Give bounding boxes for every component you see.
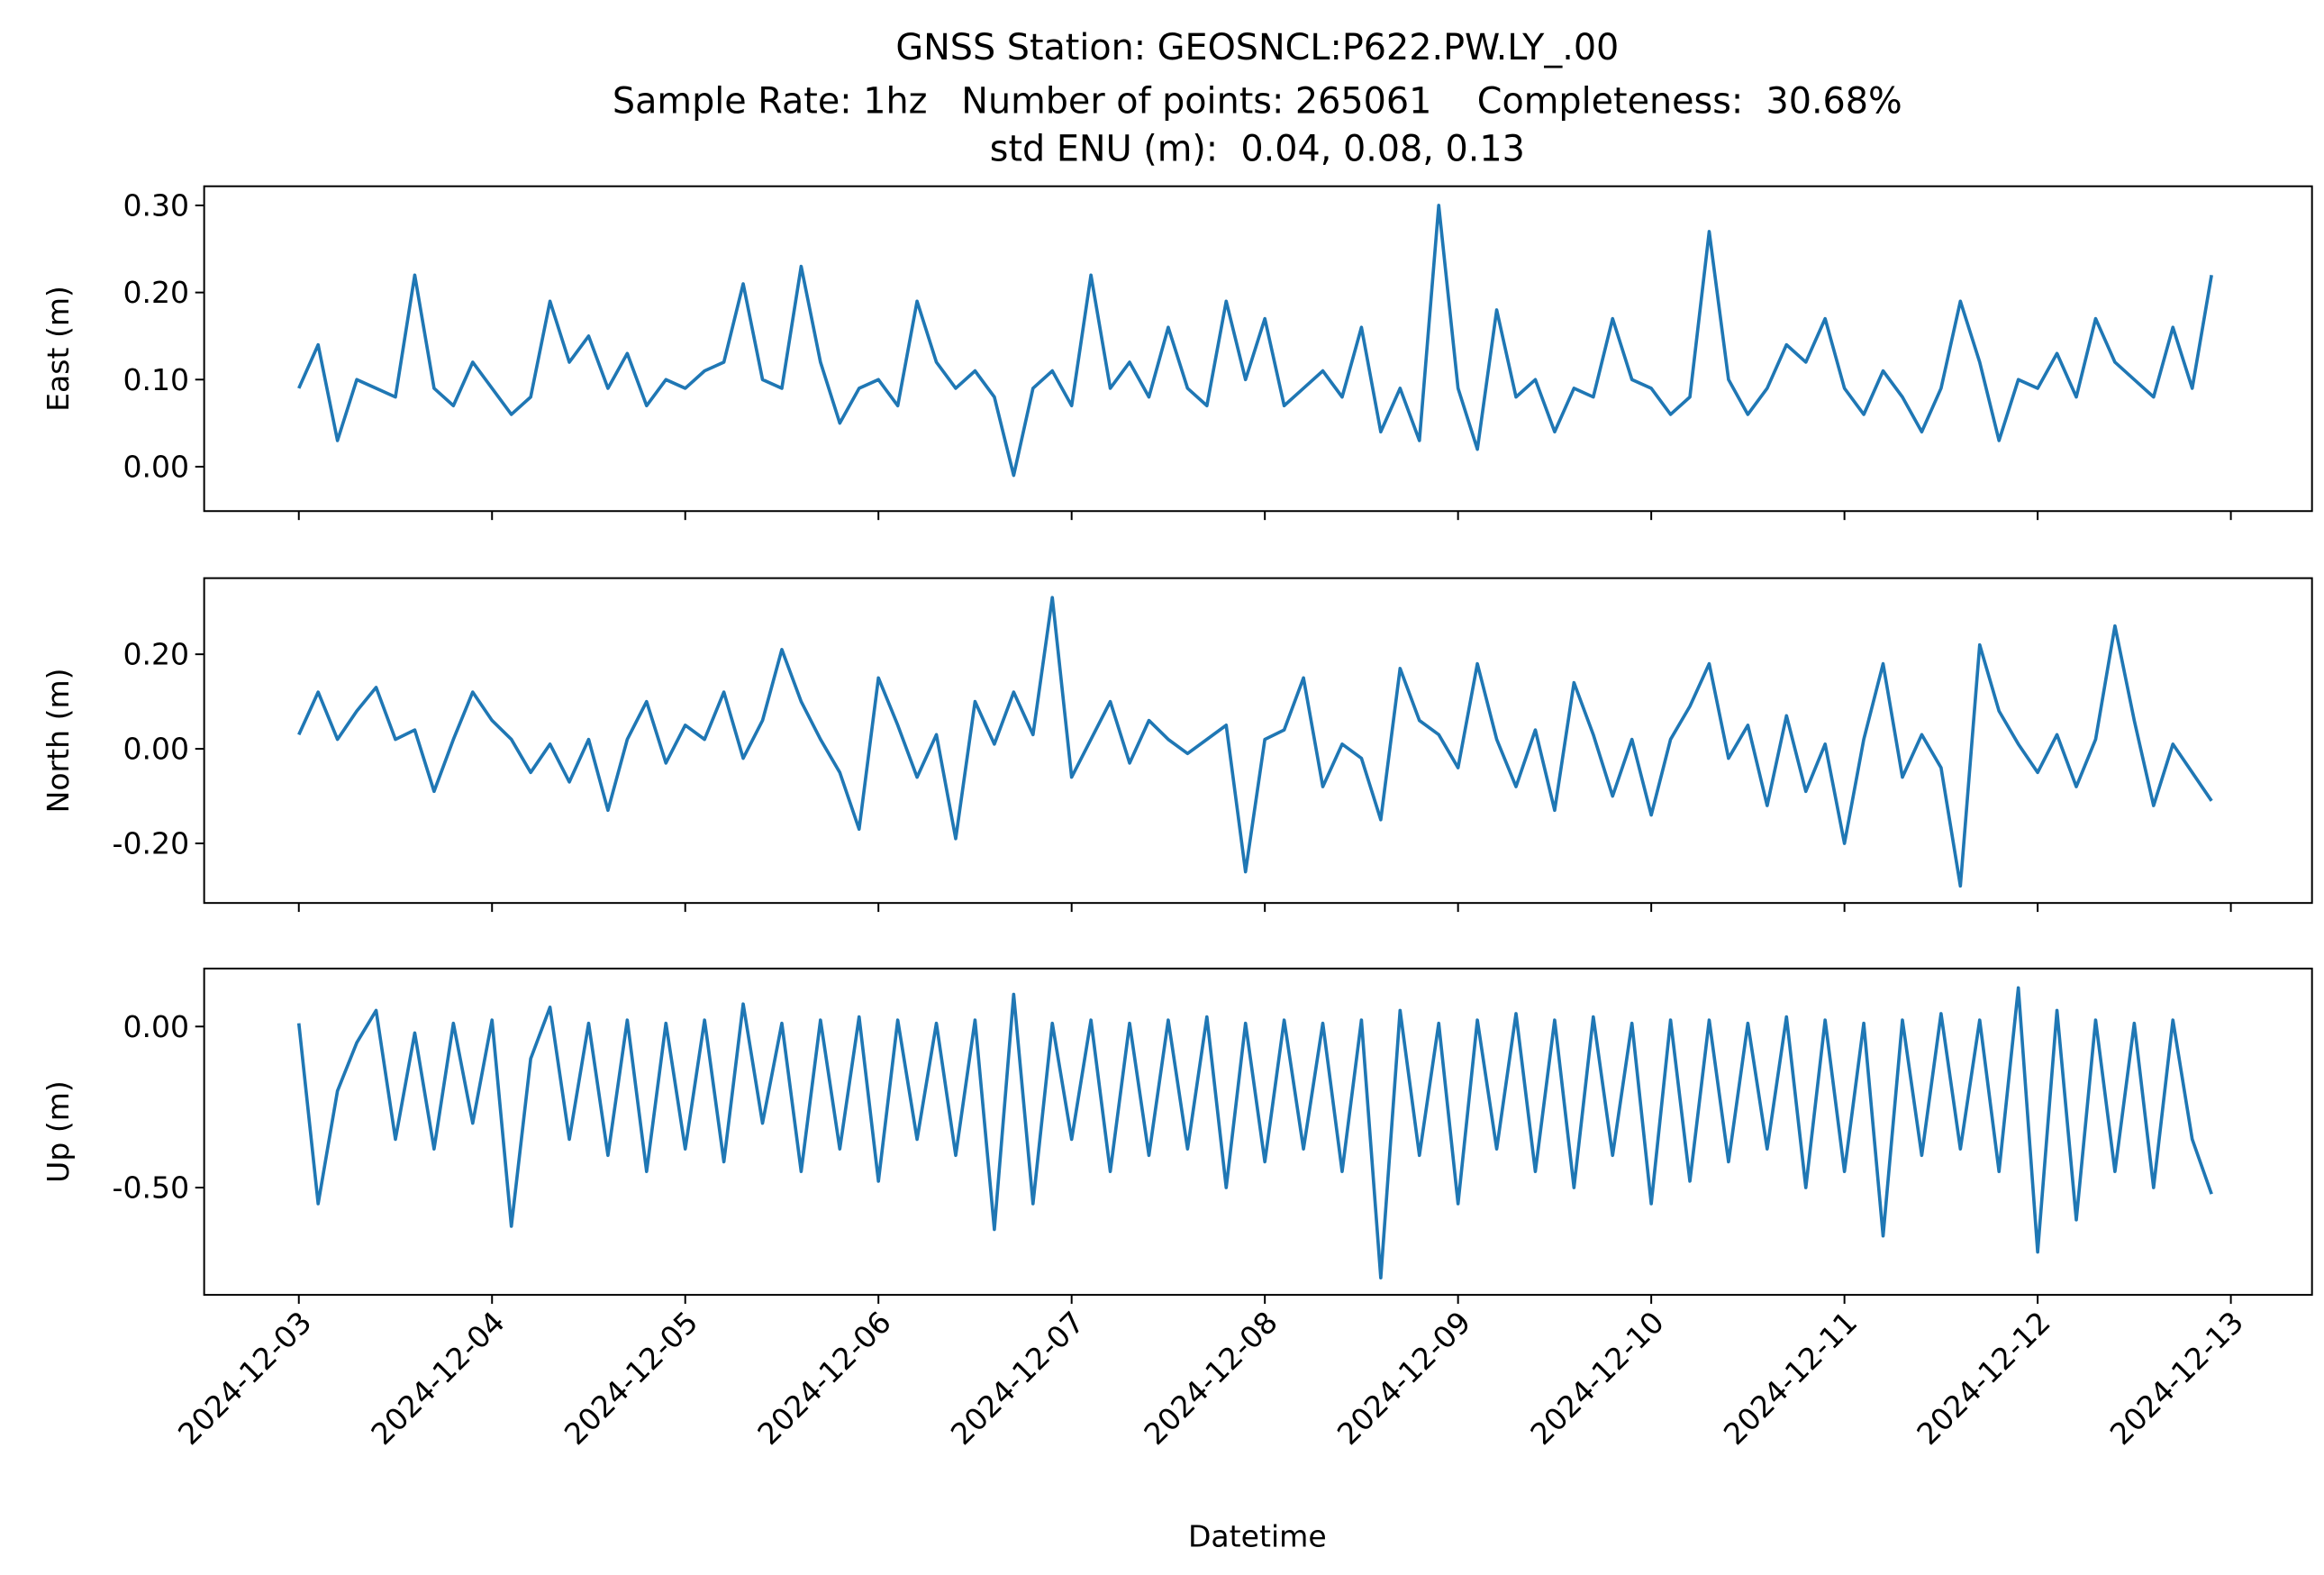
y-tick-label: 0.00 bbox=[123, 1009, 189, 1044]
x-tick-label: 2024-12-09 bbox=[1330, 1305, 1477, 1452]
x-tick-label: 2024-12-04 bbox=[364, 1305, 511, 1452]
data-line bbox=[297, 596, 2213, 888]
x-tick-label: 2024-12-11 bbox=[1717, 1305, 1864, 1452]
x-tick-label: 2024-12-06 bbox=[750, 1305, 897, 1452]
data-line bbox=[296, 986, 2213, 1279]
y-tick-label: 0.20 bbox=[123, 275, 189, 310]
y-tick-label: -0.50 bbox=[113, 1170, 190, 1206]
y-tick-label: 0.10 bbox=[123, 362, 189, 397]
x-axis-label: Datetime bbox=[1188, 1519, 1327, 1554]
x-tick-label: 2024-12-13 bbox=[2103, 1305, 2250, 1452]
axes-frame bbox=[203, 185, 2313, 513]
y-tick-label: 0.20 bbox=[123, 637, 189, 672]
x-tick-label: 2024-12-07 bbox=[944, 1305, 1091, 1452]
x-tick-label: 2024-12-12 bbox=[1910, 1305, 2056, 1452]
y-axis-label: East (m) bbox=[41, 286, 76, 412]
chart-subtitle: Sample Rate: 1hz Number of points: 26506… bbox=[613, 81, 1902, 123]
axes-frame bbox=[203, 967, 2313, 1297]
y-tick-label: 0.30 bbox=[123, 188, 189, 223]
chart-subtitle: std ENU (m): 0.04, 0.08, 0.13 bbox=[990, 129, 1525, 170]
y-tick-label: 0.00 bbox=[123, 732, 189, 767]
x-tick-label: 2024-12-10 bbox=[1523, 1305, 1670, 1452]
y-axis-label: Up (m) bbox=[41, 1080, 76, 1183]
y-tick-label: 0.00 bbox=[123, 450, 189, 485]
x-tick-label: 2024-12-05 bbox=[558, 1305, 704, 1452]
chart-title: GNSS Station: GEOSNCL:P622.PW.LY_.00 bbox=[895, 27, 1619, 68]
x-tick-label: 2024-12-03 bbox=[171, 1305, 318, 1452]
data-line bbox=[297, 204, 2213, 478]
y-tick-label: -0.20 bbox=[113, 826, 190, 861]
y-axis-label: North (m) bbox=[41, 668, 76, 813]
axes-frame bbox=[203, 577, 2313, 905]
x-tick-label: 2024-12-08 bbox=[1137, 1305, 1284, 1452]
